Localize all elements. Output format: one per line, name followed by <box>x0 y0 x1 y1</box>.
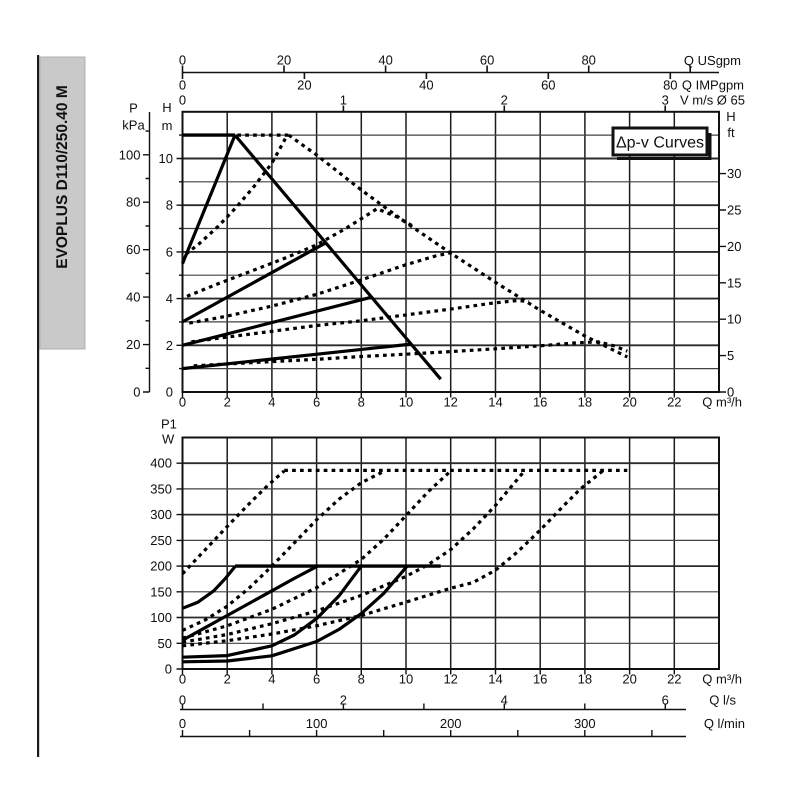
svg-text:10: 10 <box>159 151 173 166</box>
svg-text:14: 14 <box>488 672 502 687</box>
svg-text:6: 6 <box>313 672 320 687</box>
svg-text:P1: P1 <box>161 417 177 432</box>
svg-text:80: 80 <box>581 53 595 68</box>
svg-text:12: 12 <box>443 672 457 687</box>
svg-text:0: 0 <box>179 672 186 687</box>
svg-text:100: 100 <box>119 147 141 162</box>
svg-text:10: 10 <box>399 672 413 687</box>
svg-text:20: 20 <box>297 78 311 93</box>
svg-text:W: W <box>162 432 175 447</box>
svg-text:350: 350 <box>150 481 172 496</box>
svg-text:6: 6 <box>166 244 173 259</box>
svg-text:12: 12 <box>443 395 457 410</box>
svg-text:20: 20 <box>727 239 741 254</box>
svg-text:18: 18 <box>578 395 592 410</box>
svg-text:Q l/s: Q l/s <box>709 693 736 708</box>
svg-text:0: 0 <box>166 385 173 400</box>
svg-text:0: 0 <box>165 662 172 677</box>
svg-text:ft: ft <box>727 125 735 140</box>
svg-text:80: 80 <box>126 195 140 210</box>
svg-text:60: 60 <box>126 242 140 257</box>
svg-text:0: 0 <box>727 385 734 400</box>
svg-text:6: 6 <box>662 693 669 708</box>
svg-text:30: 30 <box>727 166 741 181</box>
svg-text:H: H <box>162 100 171 115</box>
svg-text:20: 20 <box>622 395 636 410</box>
svg-text:Q l/min: Q l/min <box>704 716 745 731</box>
svg-text:60: 60 <box>480 53 494 68</box>
svg-text:8: 8 <box>358 672 365 687</box>
svg-text:150: 150 <box>150 584 172 599</box>
svg-text:3: 3 <box>662 93 669 108</box>
svg-text:10: 10 <box>727 312 741 327</box>
svg-text:EVOPLUS D110/250.40 M: EVOPLUS D110/250.40 M <box>54 85 71 269</box>
svg-text:40: 40 <box>126 290 140 305</box>
svg-text:100: 100 <box>306 716 328 731</box>
svg-text:16: 16 <box>533 395 547 410</box>
svg-text:0: 0 <box>179 395 186 410</box>
svg-text:m: m <box>162 118 173 133</box>
svg-text:15: 15 <box>727 275 741 290</box>
svg-text:40: 40 <box>378 53 392 68</box>
svg-text:20: 20 <box>126 337 140 352</box>
svg-text:8: 8 <box>358 395 365 410</box>
svg-text:1: 1 <box>340 93 347 108</box>
svg-text:Δp-v Curves: Δp-v Curves <box>616 135 704 152</box>
svg-text:kPa: kPa <box>122 118 145 133</box>
svg-text:22: 22 <box>667 672 681 687</box>
svg-text:0: 0 <box>179 53 186 68</box>
svg-text:200: 200 <box>440 716 462 731</box>
svg-text:4: 4 <box>268 395 275 410</box>
svg-text:2: 2 <box>224 672 231 687</box>
svg-text:22: 22 <box>667 395 681 410</box>
svg-text:0: 0 <box>179 693 186 708</box>
svg-text:16: 16 <box>533 672 547 687</box>
svg-text:P: P <box>129 101 138 116</box>
svg-text:4: 4 <box>268 672 275 687</box>
svg-text:V m/s Ø 65: V m/s Ø 65 <box>680 93 745 108</box>
svg-text:5: 5 <box>727 348 734 363</box>
svg-text:Q USgpm: Q USgpm <box>684 53 741 68</box>
svg-text:2: 2 <box>501 93 508 108</box>
svg-text:80: 80 <box>663 78 677 93</box>
svg-text:4: 4 <box>166 291 173 306</box>
svg-text:250: 250 <box>150 533 172 548</box>
svg-text:Q m³/h: Q m³/h <box>702 672 742 687</box>
svg-text:100: 100 <box>150 610 172 625</box>
svg-text:200: 200 <box>150 559 172 574</box>
svg-text:Q m³/h: Q m³/h <box>702 395 742 410</box>
svg-text:14: 14 <box>488 395 502 410</box>
svg-text:300: 300 <box>574 716 596 731</box>
svg-text:H: H <box>726 109 735 124</box>
svg-text:2: 2 <box>166 338 173 353</box>
svg-text:0: 0 <box>133 385 140 400</box>
svg-text:18: 18 <box>578 672 592 687</box>
svg-text:4: 4 <box>501 693 508 708</box>
svg-text:40: 40 <box>419 78 433 93</box>
svg-text:60: 60 <box>541 78 555 93</box>
svg-text:20: 20 <box>622 672 636 687</box>
svg-text:2: 2 <box>224 395 231 410</box>
svg-text:20: 20 <box>277 53 291 68</box>
svg-text:50: 50 <box>158 636 172 651</box>
svg-text:10: 10 <box>399 395 413 410</box>
svg-text:6: 6 <box>313 395 320 410</box>
svg-text:Q IMPgpm: Q IMPgpm <box>682 78 744 93</box>
svg-text:25: 25 <box>727 203 741 218</box>
svg-text:2: 2 <box>340 693 347 708</box>
svg-text:0: 0 <box>179 93 186 108</box>
svg-text:400: 400 <box>150 456 172 471</box>
svg-text:8: 8 <box>166 198 173 213</box>
svg-text:0: 0 <box>179 78 186 93</box>
svg-text:300: 300 <box>150 507 172 522</box>
svg-text:0: 0 <box>179 716 186 731</box>
